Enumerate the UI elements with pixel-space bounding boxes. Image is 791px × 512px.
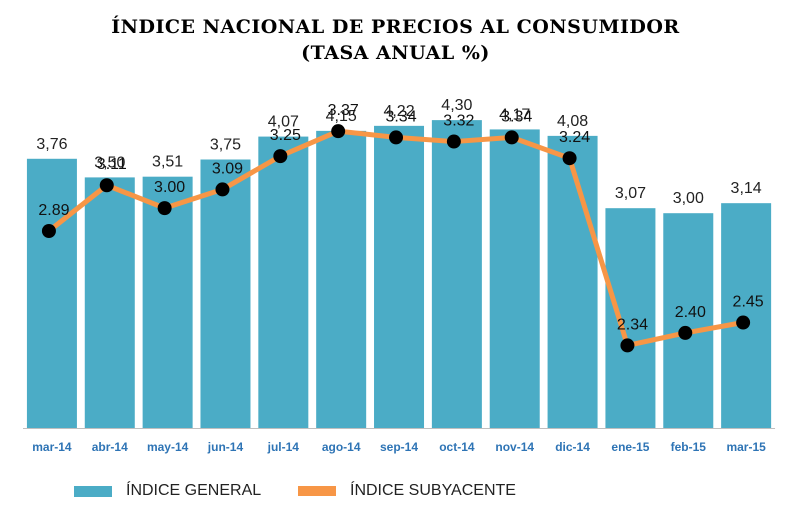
x-tick-ene-15: ene-15: [611, 440, 649, 454]
point-label-ago-14: 3.37: [328, 102, 359, 119]
point-label-abr-14: 3.11: [97, 156, 127, 173]
bar-label-nov-14: 4,17: [499, 106, 530, 123]
x-tick-mar-14: mar-14: [32, 440, 72, 454]
point-abr-14: [99, 178, 114, 193]
x-tick-abr-14: abr-14: [92, 440, 128, 454]
legend-item-general: ÍNDICE GENERAL: [74, 482, 261, 500]
point-feb-15: [678, 325, 693, 340]
point-label-mar-14: 2.89: [38, 202, 69, 219]
x-tick-mar-15: mar-15: [726, 440, 766, 454]
x-tick-sep-14: sep-14: [380, 440, 418, 454]
point-nov-14: [504, 130, 519, 145]
bar-label-oct-14: 4,30: [441, 97, 472, 114]
chart-title: ÍNDICE NACIONAL DE PRECIOS AL CONSUMIDOR…: [0, 14, 791, 66]
point-label-oct-14: 3.32: [443, 113, 474, 130]
bar-label-dic-14: 4,08: [557, 113, 588, 130]
legend-swatch-general: [74, 485, 112, 497]
point-label-jul-14: 3.25: [270, 127, 301, 144]
bar-dic-14: [547, 135, 598, 428]
x-tick-oct-14: oct-14: [439, 440, 475, 454]
bar-nov-14: [489, 129, 540, 429]
chart-title-line2: (TASA ANUAL %): [301, 42, 490, 64]
bar-label-ago-14: 4,15: [326, 108, 357, 125]
bar-label-ene-15: 3,07: [615, 185, 646, 202]
bar-label-may-14: 3,51: [152, 154, 183, 171]
chart-title-line1: ÍNDICE NACIONAL DE PRECIOS AL CONSUMIDOR: [111, 16, 680, 38]
legend-label-general: ÍNDICE GENERAL: [126, 482, 262, 499]
legend-swatch-subyacente: [298, 486, 336, 496]
point-label-dic-14: 3.24: [559, 129, 590, 146]
bar-oct-14: [431, 120, 482, 429]
point-label-jun-14: 3.09: [212, 160, 243, 177]
x-tick-jun-14: jun-14: [207, 440, 244, 454]
point-mar-15: [736, 315, 751, 330]
point-dic-14: [562, 151, 577, 166]
point-ene-15: [620, 338, 635, 353]
x-tick-nov-14: nov-14: [495, 440, 534, 454]
point-jul-14: [273, 149, 288, 164]
bar-ene-15: [605, 208, 656, 428]
point-label-mar-15: 2.45: [733, 294, 764, 311]
bar-sep-14: [374, 125, 425, 429]
x-tick-ago-14: ago-14: [322, 440, 361, 454]
bar-label-jun-14: 3,75: [210, 137, 241, 154]
bar-feb-15: [663, 213, 714, 428]
bar-jul-14: [258, 136, 309, 428]
bar-label-jul-14: 4,07: [268, 114, 299, 131]
point-sep-14: [389, 130, 404, 145]
x-tick-jul-14: jul-14: [267, 440, 300, 454]
point-jun-14: [215, 182, 230, 197]
point-label-may-14: 3.00: [154, 179, 185, 196]
bar-label-abr-14: 3,50: [94, 154, 125, 171]
x-tick-feb-15: feb-15: [671, 440, 707, 454]
bar-label-mar-14: 3,76: [36, 136, 67, 153]
point-label-nov-14: 3.34: [501, 108, 532, 125]
point-label-ene-15: 2.34: [617, 316, 648, 333]
point-label-feb-15: 2.40: [675, 304, 706, 321]
legend-label-subyacente: ÍNDICE SUBYACENTE: [350, 482, 516, 499]
bar-mar-14: [26, 158, 77, 428]
bar-label-feb-15: 3,00: [673, 190, 704, 207]
bar-ago-14: [316, 130, 367, 429]
point-ago-14: [331, 124, 346, 139]
x-tick-dic-14: dic-14: [555, 440, 590, 454]
point-oct-14: [446, 134, 461, 149]
bar-label-mar-15: 3,14: [731, 180, 762, 197]
point-label-sep-14: 3.34: [385, 108, 416, 125]
point-mar-14: [41, 224, 56, 238]
bar-jun-14: [200, 159, 251, 428]
bar-mar-15: [721, 203, 772, 428]
bar-label-sep-14: 4,22: [383, 103, 414, 120]
bar-abr-14: [84, 177, 135, 428]
x-tick-may-14: may-14: [147, 440, 189, 454]
legend-item-subyacente: ÍNDICE SUBYACENTE: [298, 482, 516, 500]
bar-may-14: [142, 176, 193, 428]
point-may-14: [157, 201, 172, 216]
